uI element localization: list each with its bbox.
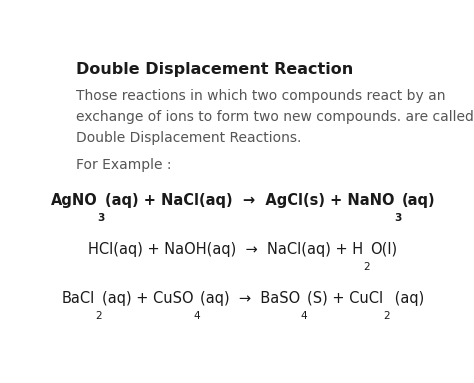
Text: (aq) + CuSO: (aq) + CuSO: [102, 291, 193, 306]
Text: 2: 2: [364, 262, 370, 272]
Text: AgNO: AgNO: [51, 193, 97, 208]
Text: 2: 2: [383, 311, 390, 321]
Text: 3: 3: [394, 213, 401, 223]
Text: BaCl: BaCl: [62, 291, 95, 306]
Text: Those reactions in which two compounds react by an
exchange of ions to form two : Those reactions in which two compounds r…: [76, 89, 474, 145]
Text: O(l): O(l): [370, 242, 397, 257]
Text: 3: 3: [97, 213, 105, 223]
Text: (aq): (aq): [390, 291, 424, 306]
Text: (S) + CuCl: (S) + CuCl: [307, 291, 383, 306]
Text: 4: 4: [193, 311, 200, 321]
Text: 2: 2: [95, 311, 102, 321]
Text: For Example :: For Example :: [76, 158, 171, 172]
Text: HCl(aq) + NaOH(aq)  →  NaCl(aq) + H: HCl(aq) + NaOH(aq) → NaCl(aq) + H: [89, 242, 364, 257]
Text: (aq): (aq): [401, 193, 435, 208]
Text: 4: 4: [301, 311, 307, 321]
Text: (aq)  →  BaSO: (aq) → BaSO: [200, 291, 301, 306]
Text: Double Displacement Reaction: Double Displacement Reaction: [76, 62, 353, 77]
Text: (aq) + NaCl(aq)  →  AgCl(s) + NaNO: (aq) + NaCl(aq) → AgCl(s) + NaNO: [105, 193, 394, 208]
